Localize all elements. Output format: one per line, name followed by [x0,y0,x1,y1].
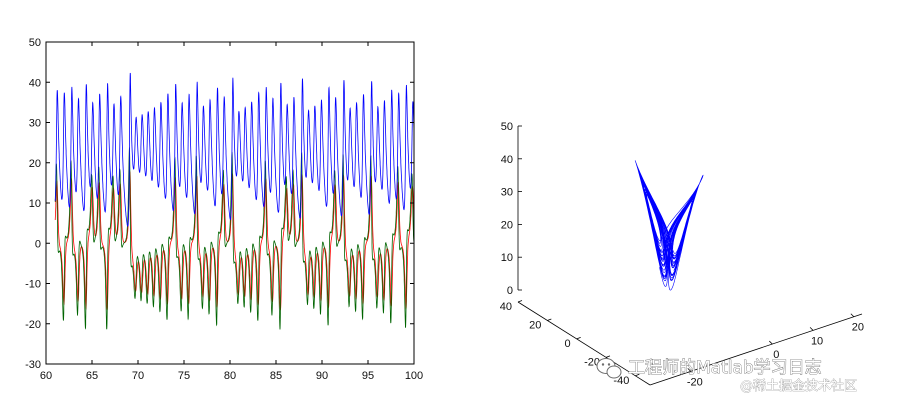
watermark: 工程师的Matlab学习日志 @稀土掘金技术社区 [596,358,857,394]
x3d-tick-mark [687,368,692,372]
timeseries-series-red [54,171,415,311]
y-tick-label: 10 [29,198,41,210]
z-tick-label: 20 [501,219,513,231]
y3d-tick-label: 0 [565,338,571,350]
x3d-tick-mark [850,313,855,318]
x-tick-label: 60 [40,370,52,382]
attractor-x-ticks: -20 0 10 20 [687,313,864,388]
y3d-tick-label: 40 [500,301,512,313]
attractor-line [634,160,704,291]
y-tick-label: -10 [25,279,41,291]
watermark-main-text: 工程师的Matlab学习日志 [628,358,822,378]
x-tick-label: 95 [362,370,374,382]
z-tick-label: 50 [501,121,513,133]
y-axis-line [517,301,651,386]
x-tick-label: 65 [86,370,98,382]
y-tick-label: -30 [25,359,41,371]
y-tick-label: 0 [35,238,41,250]
x-tick-label: 90 [316,370,328,382]
watermark-sub-text: @稀土掘金技术社区 [740,378,857,394]
x-tick-label: 80 [224,370,236,382]
timeseries-series-blue [54,72,415,227]
series-line-green [54,147,415,330]
z-tick-label: 40 [501,154,513,166]
x-axis-line [649,313,863,386]
x3d-tick-label: 20 [852,322,864,334]
x-tick-label: 85 [270,370,282,382]
y3d-tick-mark [635,373,640,377]
series-line-blue [54,72,415,227]
z-tick-label: 30 [501,187,513,199]
y3d-tick-mark [517,300,523,303]
y-tick-label: 40 [29,77,41,89]
wechat-icon [596,358,622,379]
y3d-tick-label: -20 [584,356,600,368]
y-tick-label: 30 [29,118,41,130]
attractor-trajectory [634,160,704,291]
y3d-tick-label: 20 [529,319,541,331]
timeseries-y-ticks: -30 -20 -10 0 10 20 30 40 50 [25,37,414,371]
attractor-axes [517,126,863,386]
x3d-tick-mark [809,327,814,331]
x3d-tick-mark [769,340,773,345]
y3d-tick-mark [605,355,611,358]
x-tick-label: 100 [405,370,423,382]
timeseries-chart: 60 65 70 75 80 85 90 95 100 -30 -20 -10 0 10 20 30 40 50 [25,37,423,382]
y3d-tick-mark [547,318,552,321]
timeseries-plot-frame [45,41,415,365]
x3d-tick-label: 10 [811,335,823,347]
y3d-tick-mark [576,337,581,340]
y-tick-label: 50 [29,37,41,49]
attractor-z-ticks: 0 10 20 30 40 50 [501,121,522,297]
x3d-tick-label: -20 [687,376,703,388]
timeseries-series-green [54,147,415,330]
x-tick-label: 75 [178,370,190,382]
x-tick-label: 70 [132,370,144,382]
y-tick-label: 20 [29,158,41,170]
z-tick-label: 10 [501,252,513,264]
timeseries-x-ticks: 60 65 70 75 80 85 90 95 100 [40,42,423,382]
series-line-red [54,171,415,311]
z-tick-label: 0 [507,285,513,297]
y-tick-label: -20 [25,319,41,331]
x3d-tick-label: 0 [773,349,779,361]
